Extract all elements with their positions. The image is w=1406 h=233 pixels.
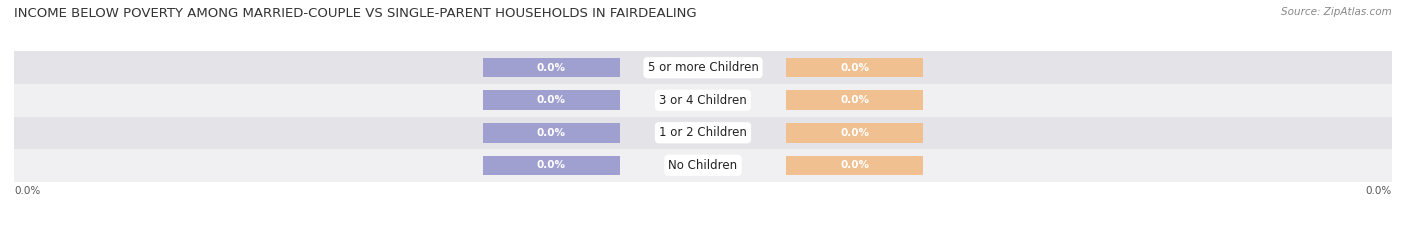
Bar — [482, 123, 620, 143]
Bar — [14, 84, 1392, 116]
Text: 0.0%: 0.0% — [839, 160, 869, 170]
Bar — [482, 58, 620, 78]
Bar — [14, 51, 1392, 84]
Bar — [14, 116, 1392, 149]
Text: 0.0%: 0.0% — [839, 63, 869, 73]
Bar — [786, 155, 924, 175]
Text: 0.0%: 0.0% — [537, 95, 567, 105]
Bar — [482, 90, 620, 110]
Bar — [14, 149, 1392, 182]
Text: 0.0%: 0.0% — [537, 160, 567, 170]
Bar — [482, 155, 620, 175]
Text: 0.0%: 0.0% — [839, 128, 869, 138]
Text: 3 or 4 Children: 3 or 4 Children — [659, 94, 747, 107]
Bar — [786, 123, 924, 143]
Text: 0.0%: 0.0% — [839, 95, 869, 105]
Text: INCOME BELOW POVERTY AMONG MARRIED-COUPLE VS SINGLE-PARENT HOUSEHOLDS IN FAIRDEA: INCOME BELOW POVERTY AMONG MARRIED-COUPL… — [14, 7, 697, 20]
Text: 0.0%: 0.0% — [537, 63, 567, 73]
Text: 5 or more Children: 5 or more Children — [648, 61, 758, 74]
Text: 0.0%: 0.0% — [537, 128, 567, 138]
Text: 1 or 2 Children: 1 or 2 Children — [659, 126, 747, 139]
Text: No Children: No Children — [668, 159, 738, 172]
Bar — [786, 90, 924, 110]
Bar — [786, 58, 924, 78]
Text: 0.0%: 0.0% — [1365, 186, 1392, 196]
Text: 0.0%: 0.0% — [14, 186, 41, 196]
Text: Source: ZipAtlas.com: Source: ZipAtlas.com — [1281, 7, 1392, 17]
